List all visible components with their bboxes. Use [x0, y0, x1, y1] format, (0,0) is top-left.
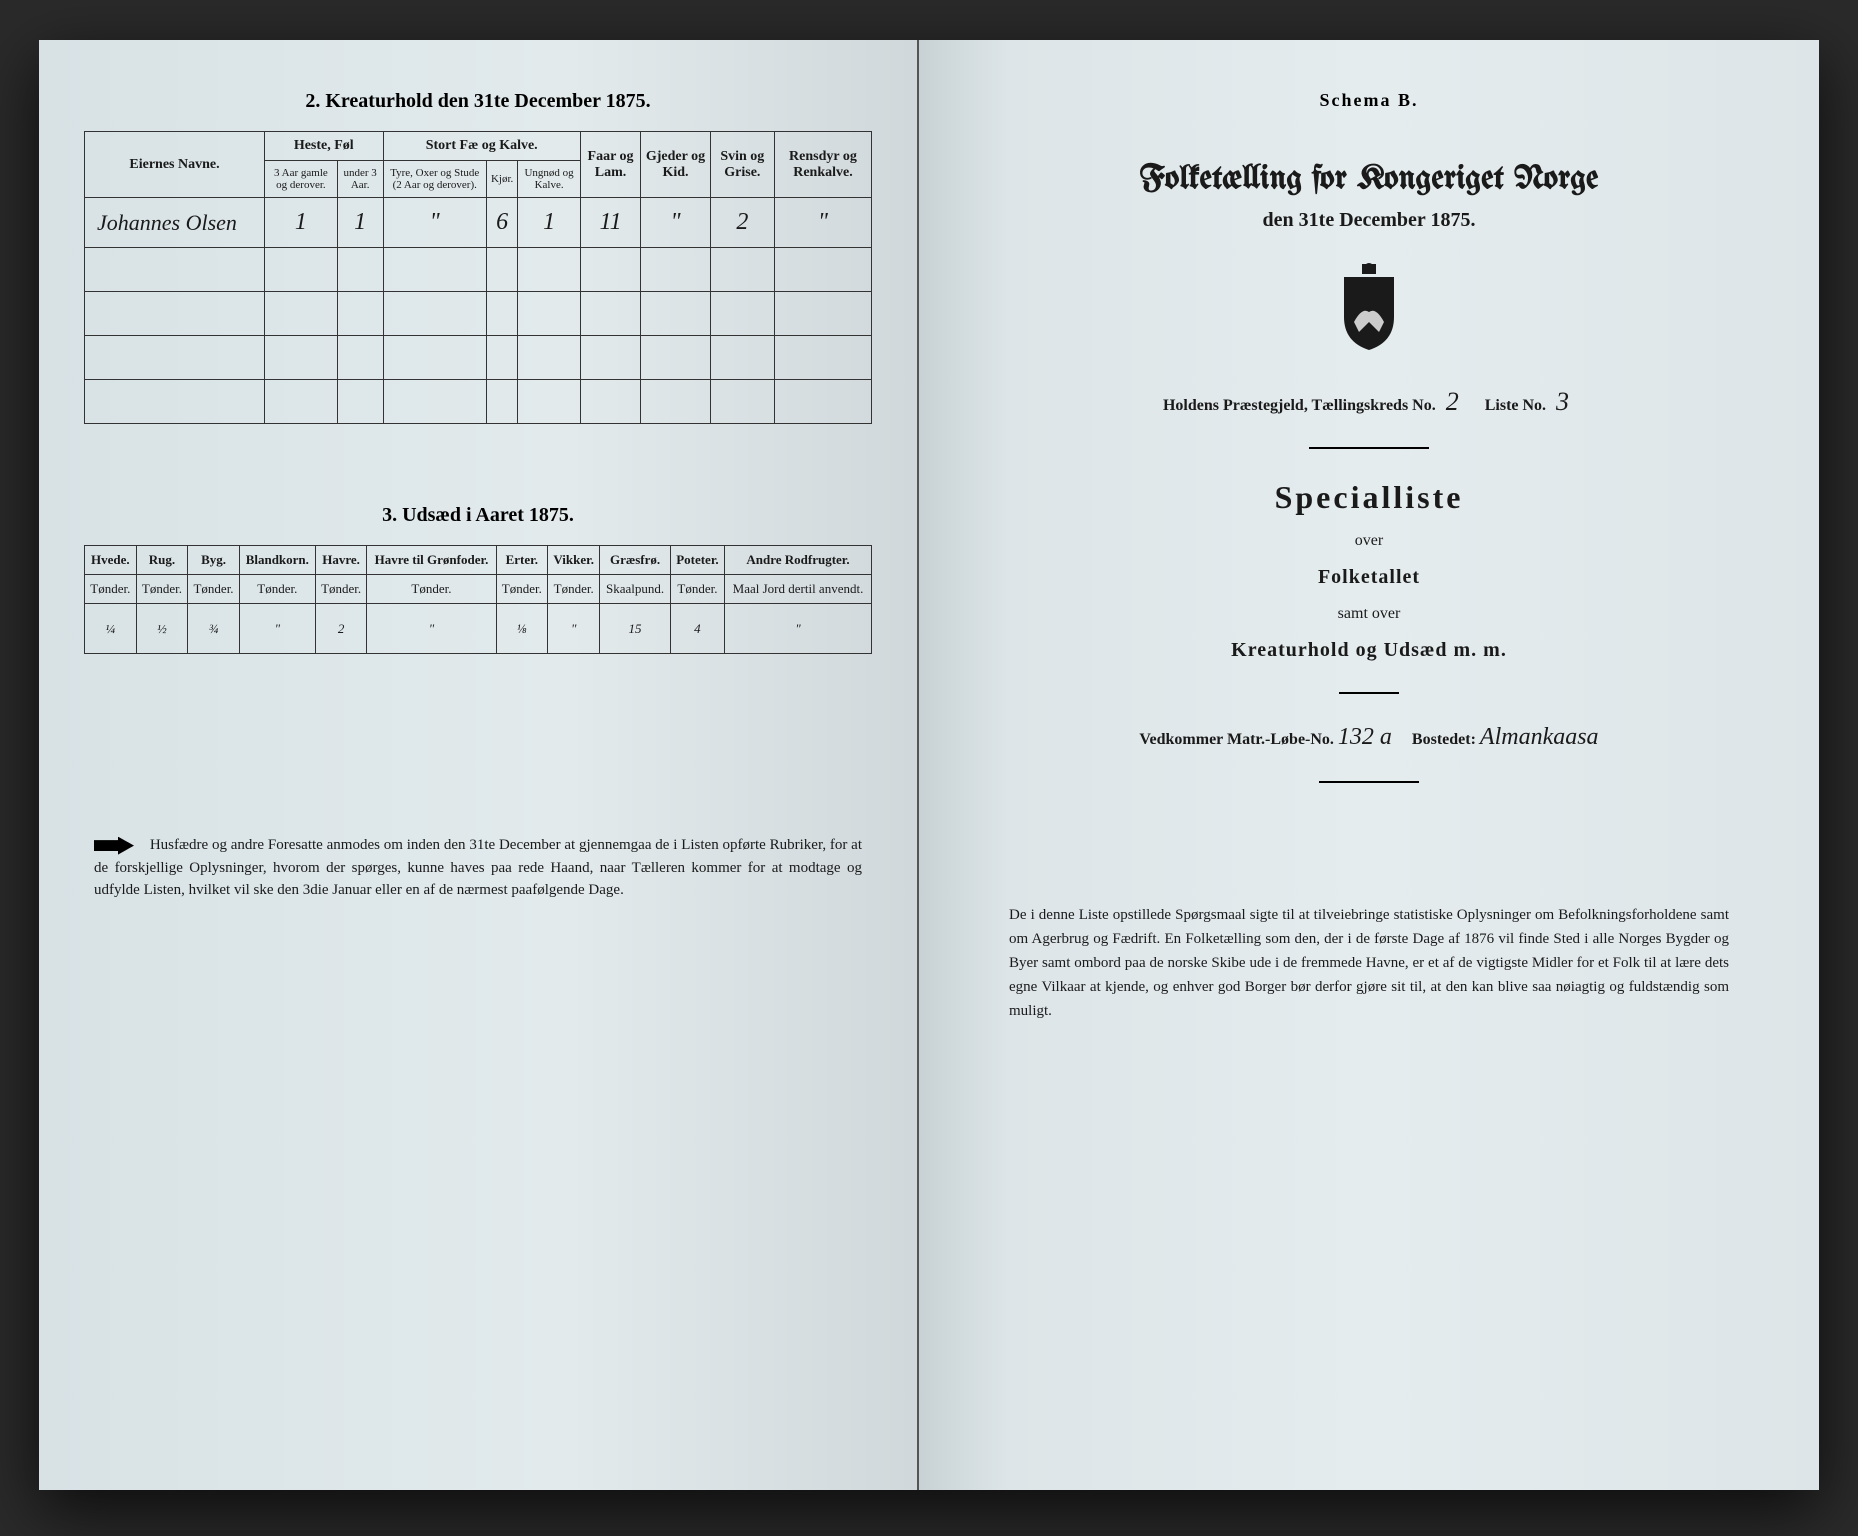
val: " — [367, 604, 496, 654]
col-rensdyr: Rensdyr og Renkalve. — [774, 132, 871, 198]
col: Hvede. — [85, 546, 137, 575]
seed-table: Hvede. Rug. Byg. Blandkorn. Havre. Havre… — [84, 545, 872, 654]
seed-row: ¼ ½ ¾ " 2 " ⅛ " 15 4 " — [85, 604, 872, 654]
section3-title: 3. Udsæd i Aaret 1875. — [84, 504, 872, 527]
over-text: over — [989, 532, 1749, 550]
val: 4 — [670, 604, 724, 654]
empty-row — [85, 248, 872, 292]
val: 15 — [600, 604, 671, 654]
divider — [1339, 692, 1399, 694]
bottom-note: De i denne Liste opstillede Spørgsmaal s… — [989, 903, 1749, 1023]
val: 6 — [486, 198, 517, 248]
col: Græsfrø. — [600, 546, 671, 575]
sub-stor1: Tyre, Oxer og Stude (2 Aar og derover). — [383, 161, 486, 198]
col: Havre til Grønfoder. — [367, 546, 496, 575]
sub-heste2: under 3 Aar. — [337, 161, 383, 198]
col: Andre Rodfrugter. — [724, 546, 871, 575]
val: " — [383, 198, 486, 248]
group-heste: Heste, Føl — [265, 132, 384, 161]
date-line: den 31te December 1875. — [989, 209, 1749, 232]
val: " — [774, 198, 871, 248]
val: " — [641, 198, 711, 248]
val: ¼ — [85, 604, 137, 654]
val: ⅛ — [496, 604, 548, 654]
divider — [1309, 447, 1429, 449]
sub-heste1: 3 Aar gamle og derover. — [265, 161, 338, 198]
data-row: Johannes Olsen 1 1 " 6 1 11 " 2 " — [85, 198, 872, 248]
col: Byg. — [188, 546, 240, 575]
coat-of-arms-icon — [989, 262, 1749, 357]
folketallet: Folketallet — [989, 566, 1749, 589]
bostedet-label: Bostedet: — [1412, 731, 1476, 748]
sub-stor2: Kjør. — [486, 161, 517, 198]
val: 1 — [337, 198, 383, 248]
kreds-no: 2 — [1440, 387, 1465, 416]
note-text: Husfædre og andre Foresatte anmodes om i… — [94, 837, 862, 898]
unit: Maal Jord dertil anvendt. — [724, 575, 871, 604]
right-page: Schema B. Folketælling for Kongeriget No… — [919, 40, 1819, 1490]
col: Rug. — [136, 546, 188, 575]
divider — [1319, 781, 1419, 783]
parish-line: Holdens Præstegjeld, Tællingskreds No. 2… — [989, 387, 1749, 417]
col: Blandkorn. — [239, 546, 315, 575]
unit: Tønder. — [548, 575, 600, 604]
parish-label: Præstegjeld, Tællingskreds No. — [1223, 397, 1436, 414]
unit: Tønder. — [239, 575, 315, 604]
empty-row — [85, 336, 872, 380]
val: ¾ — [188, 604, 240, 654]
section2-title: 2. Kreaturhold den 31te December 1875. — [84, 90, 872, 113]
unit: Tønder. — [136, 575, 188, 604]
val: " — [724, 604, 871, 654]
col-svin: Svin og Grise. — [710, 132, 774, 198]
owner-header: Eiernes Navne. — [85, 132, 265, 198]
unit: Skaalpund. — [600, 575, 671, 604]
samt-text: samt over — [989, 605, 1749, 623]
val: " — [548, 604, 600, 654]
group-storfae: Stort Fæ og Kalve. — [383, 132, 580, 161]
col-gjeder: Gjeder og Kid. — [641, 132, 711, 198]
liste-label: Liste No. — [1485, 397, 1546, 414]
pointing-hand-icon — [94, 837, 134, 855]
sub-stor3: Ungnød og Kalve. — [518, 161, 581, 198]
unit: Tønder. — [670, 575, 724, 604]
matr-no: 132 a — [1338, 724, 1392, 750]
unit: Tønder. — [496, 575, 548, 604]
specialliste-title: Specialliste — [989, 479, 1749, 516]
col: Erter. — [496, 546, 548, 575]
col: Poteter. — [670, 546, 724, 575]
col-faar: Faar og Lam. — [580, 132, 640, 198]
instruction-note: Husfædre og andre Foresatte anmodes om i… — [84, 834, 872, 902]
unit: Tønder. — [188, 575, 240, 604]
val: 2 — [315, 604, 367, 654]
main-title: Folketælling for Kongeriget Norge — [989, 161, 1749, 197]
parish-prefix: Holdens — [1163, 397, 1219, 414]
census-document: 2. Kreaturhold den 31te December 1875. E… — [39, 40, 1819, 1490]
val: ½ — [136, 604, 188, 654]
val: 1 — [265, 198, 338, 248]
col: Havre. — [315, 546, 367, 575]
liste-no: 3 — [1550, 387, 1575, 416]
owner-name: Johannes Olsen — [85, 198, 265, 248]
val: 2 — [710, 198, 774, 248]
livestock-table: Eiernes Navne. Heste, Føl Stort Fæ og Ka… — [84, 131, 872, 424]
matr-label: Vedkommer Matr.-Løbe-No. — [1139, 731, 1334, 748]
val: 1 — [518, 198, 581, 248]
val: 11 — [580, 198, 640, 248]
col: Vikker. — [548, 546, 600, 575]
schema-label: Schema B. — [989, 90, 1749, 111]
empty-row — [85, 292, 872, 336]
left-page: 2. Kreaturhold den 31te December 1875. E… — [39, 40, 919, 1490]
matr-line: Vedkommer Matr.-Løbe-No. 132 a Bostedet:… — [989, 724, 1749, 751]
val: " — [239, 604, 315, 654]
bostedet-name: Almankaasa — [1480, 724, 1599, 750]
unit: Tønder. — [85, 575, 137, 604]
kreatur-line: Kreaturhold og Udsæd m. m. — [989, 639, 1749, 662]
unit: Tønder. — [315, 575, 367, 604]
empty-row — [85, 380, 872, 424]
unit: Tønder. — [367, 575, 496, 604]
